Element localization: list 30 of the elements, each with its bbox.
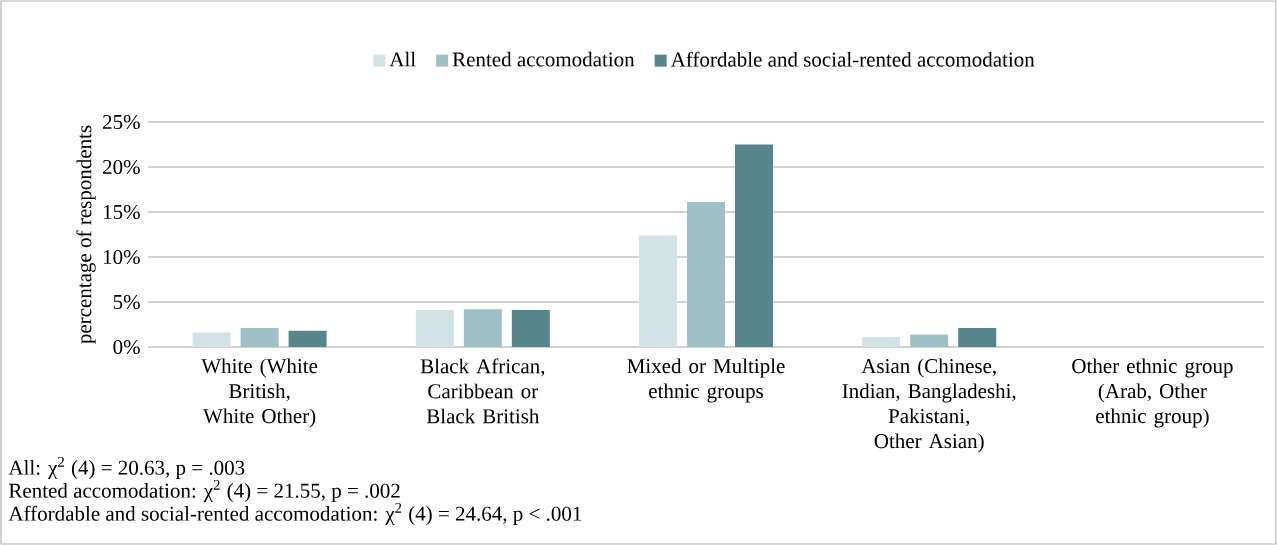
bar (862, 337, 901, 347)
y-tick-label: 10% (103, 249, 140, 265)
x-tick-label: Asian (Chinese, Indian, Bangladeshi, Pakistani, Other Asian) (842, 358, 1016, 453)
bar (240, 328, 279, 347)
bar (735, 144, 774, 347)
bar (687, 202, 726, 347)
y-tick-label: 20% (103, 159, 140, 175)
bar (958, 328, 997, 347)
text: Rented accomodation: χ$^{2}$ (4) = 21.55, p = .002 (9, 479, 400, 503)
y-tick-label: 15% (103, 204, 140, 220)
y-axis-title: percentage of respondents (76, 125, 96, 344)
bar (415, 310, 454, 347)
bar (639, 235, 678, 347)
text: All: χ$^{2}$ (4) = 20.63, p = .003 (8, 456, 245, 480)
y-tick-label: 25% (103, 114, 140, 130)
x-tick-label: White (White British, White Other) (201, 358, 318, 428)
bar (288, 330, 327, 347)
text: Affordable and social-rented accomodation: χ$^{2}$ (4) = 24.64, p < .001 (8, 502, 582, 526)
bar (511, 310, 550, 347)
bar (463, 309, 502, 347)
legend-label: Affordable and social-rented accomodation (670, 51, 1035, 67)
y-tick-label: 5% (113, 294, 140, 310)
legend-label: All (389, 51, 416, 67)
y-tick-label: 0% (113, 339, 140, 355)
x-tick-label: Other ethnic group (Arab, Other ethnic group) (1072, 358, 1233, 428)
x-tick-label: Mixed or Multiple ethnic groups (627, 358, 785, 403)
legend-label: Rented accomodation (452, 51, 635, 67)
bar (192, 332, 231, 347)
bar (910, 334, 949, 347)
x-tick-label: Black African, Caribbean or Black British (420, 358, 545, 424)
